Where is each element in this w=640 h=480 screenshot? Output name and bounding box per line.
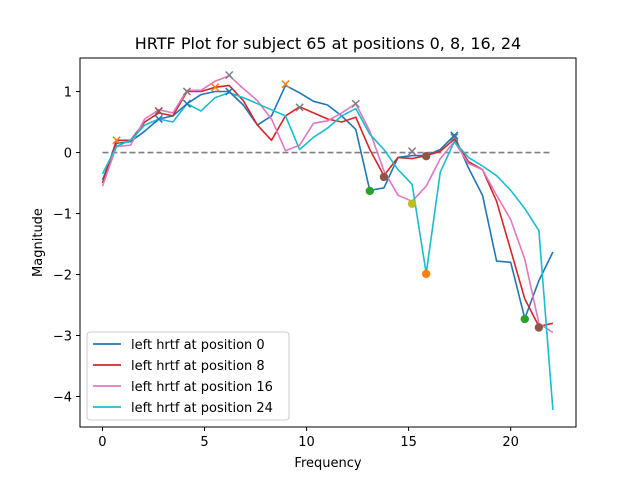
peak-x-marker [295,103,304,112]
peak-dot-marker [421,269,431,279]
peak-dot-marker [534,323,544,332]
y-tick-label: −3 [53,330,72,345]
peak-dot-marker [520,314,529,324]
x-tick-label: 20 [502,435,519,450]
series-line-0 [101,84,554,320]
legend-label: left hrtf at position 24 [131,401,273,416]
peak-x-marker [210,83,220,92]
peak-dot-marker [365,186,375,196]
peak-x-marker [450,133,459,142]
peak-dot-marker [421,151,431,161]
y-axis-label: Magnitude [31,208,46,277]
legend-label: left hrtf at position 0 [131,338,265,353]
peak-x-marker [112,136,121,145]
peak-x-marker [407,147,417,156]
y-axis-ticks: 1 0 −1 −2 −3 −4 [53,86,80,406]
x-tick-label: 0 [98,435,106,450]
series-line-2 [101,74,554,334]
axes-frame [79,57,577,428]
peak-x-marker [182,87,192,96]
peak-x-marker [450,131,459,140]
peak-dot-marker [379,172,389,182]
peak-x-marker [154,114,163,124]
y-tick-label: −1 [53,208,72,223]
peak-dot-marker [407,199,417,208]
peak-x-marker [154,106,163,116]
chart-title: HRTF Plot for subject 65 at positions 0,… [135,34,521,53]
legend-items: left hrtf at position 0 left hrtf at posi… [93,338,273,416]
peak-x-marker [281,80,290,89]
legend: left hrtf at position 0 left hrtf at posi… [86,331,290,421]
legend-label: left hrtf at position 8 [131,359,265,374]
x-tick-label: 10 [298,435,315,450]
series-layer [101,74,554,410]
series-line-3 [101,92,554,410]
y-tick-label: −4 [53,391,72,406]
peak-x-marker [351,99,360,108]
plot-area [101,70,554,410]
legend-box [86,331,290,421]
y-tick-label: −2 [53,269,72,284]
x-axis-label: Frequency [294,456,361,471]
x-tick-label: 5 [200,435,208,450]
x-tick-label: 15 [400,435,417,450]
y-tick-label: 1 [64,86,72,101]
peak-x-marker [225,70,234,80]
peak-x-marker [182,99,192,108]
marker-layer [112,70,544,332]
legend-label: left hrtf at position 16 [131,380,273,395]
peak-x-marker [225,87,234,96]
y-tick-label: 0 [64,147,72,162]
x-axis-ticks: 0 5 10 15 20 [98,427,519,450]
